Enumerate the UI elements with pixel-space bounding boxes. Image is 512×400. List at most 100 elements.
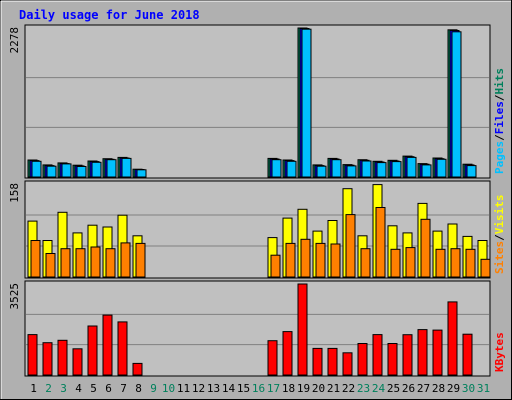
x-tick-label: 18 xyxy=(282,382,295,395)
bar-sites-day-26 xyxy=(405,247,416,278)
bar-sites-day-29 xyxy=(450,248,461,278)
bar-kbytes-day-3 xyxy=(57,339,68,376)
bar-kbytes-day-26 xyxy=(402,334,413,376)
legend-entry: Sites xyxy=(493,241,506,274)
x-tick-label: 6 xyxy=(105,382,112,395)
bar-kbytes-day-23 xyxy=(357,343,368,376)
bar-sites-day-6 xyxy=(105,248,116,278)
bar-pages-day-22 xyxy=(346,165,357,178)
bar-sites-day-30 xyxy=(465,248,476,278)
bar-sites-day-1 xyxy=(30,240,41,278)
x-tick-label: 2 xyxy=(45,382,52,395)
x-tick-label: 11 xyxy=(177,382,190,395)
x-tick-label: 23 xyxy=(357,382,370,395)
x-tick-label: 24 xyxy=(372,382,386,395)
bar-pages-day-30 xyxy=(466,165,477,178)
bar-kbytes-day-29 xyxy=(447,301,458,376)
bar-kbytes-day-18 xyxy=(282,331,293,376)
x-tick-label: 20 xyxy=(312,382,325,395)
x-axis-labels: 1 2 3 4 5 6 7 8 9 10 11 12 13 14 15 16 17 18 19 20 21 22 23 24 2… xyxy=(30,382,490,395)
x-tick-label: 10 xyxy=(162,382,175,395)
bar-sites-day-25 xyxy=(390,248,401,278)
bar-pages-day-4 xyxy=(76,166,87,178)
chart-title: Daily usage for June 2018 xyxy=(19,8,200,22)
x-tick-label: 16 xyxy=(252,382,265,395)
bar-pages-day-19 xyxy=(301,28,312,178)
bar-pages-day-7 xyxy=(121,157,132,178)
bar-kbytes-day-19 xyxy=(297,283,308,376)
bar-pages-day-1 xyxy=(31,160,42,178)
bar-pages-day-5 xyxy=(91,161,102,178)
chart-panels: 2278Pages/Files/Hits158Sites/Visits3525K… xyxy=(8,24,506,377)
bar-sites-day-17 xyxy=(270,254,281,278)
y-max-label: 3525 xyxy=(8,283,21,310)
bar-kbytes-day-7 xyxy=(117,321,128,376)
bar-sites-day-4 xyxy=(75,248,86,278)
bar-pages-day-6 xyxy=(106,159,117,178)
bar-kbytes-day-22 xyxy=(342,352,353,376)
x-tick-label: 27 xyxy=(417,382,430,395)
x-tick-label: 5 xyxy=(90,382,97,395)
bar-sites-day-2 xyxy=(45,253,56,278)
panel-middle: 158 Sites/Visits xyxy=(8,180,506,279)
bar-sites-day-24 xyxy=(375,207,386,278)
bar-pages-day-25 xyxy=(391,161,402,178)
bar-sites-day-19 xyxy=(300,238,311,278)
legend-entry: / xyxy=(493,94,506,101)
legend-middle: Sites/Visits xyxy=(493,195,506,275)
x-tick-label: 3 xyxy=(60,382,67,395)
bar-kbytes-day-30 xyxy=(462,333,473,376)
bar-kbytes-day-20 xyxy=(312,347,323,376)
y-max-label: 158 xyxy=(8,183,21,203)
bar-pages-day-24 xyxy=(376,162,387,178)
x-tick-label: 31 xyxy=(477,382,490,395)
x-tick-label: 9 xyxy=(150,382,157,395)
bar-sites-day-28 xyxy=(435,248,446,278)
bar-kbytes-day-24 xyxy=(372,334,383,376)
x-tick-label: 25 xyxy=(387,382,400,395)
x-tick-label: 28 xyxy=(432,382,445,395)
bar-kbytes-day-21 xyxy=(327,347,338,376)
bar-pages-day-18 xyxy=(286,160,297,178)
legend-entry: KBytes xyxy=(493,332,506,372)
x-tick-label: 1 xyxy=(30,382,37,395)
bar-sites-day-3 xyxy=(60,248,71,278)
bar-sites-day-5 xyxy=(90,246,101,278)
bar-pages-day-29 xyxy=(451,31,462,178)
bar-sites-day-27 xyxy=(420,218,431,278)
bar-kbytes-day-4 xyxy=(72,348,83,376)
legend-entry: Visits xyxy=(493,195,506,235)
bar-pages-day-27 xyxy=(421,164,432,178)
bar-kbytes-day-5 xyxy=(87,325,98,376)
bar-kbytes-day-1 xyxy=(27,334,38,376)
x-tick-label: 13 xyxy=(207,382,220,395)
panel-background xyxy=(24,24,491,179)
bar-kbytes-day-6 xyxy=(102,314,113,376)
x-tick-label: 22 xyxy=(342,382,355,395)
x-tick-label: 30 xyxy=(462,382,475,395)
bar-pages-day-17 xyxy=(271,159,282,178)
x-tick-label: 21 xyxy=(327,382,340,395)
x-tick-label: 4 xyxy=(75,382,82,395)
bar-kbytes-day-25 xyxy=(387,343,398,376)
x-tick-label: 8 xyxy=(135,382,142,395)
legend-entry: Files xyxy=(493,101,506,134)
bar-kbytes-day-2 xyxy=(42,342,53,376)
bar-sites-day-8 xyxy=(135,242,146,278)
bar-sites-day-31 xyxy=(480,258,491,278)
bar-pages-day-23 xyxy=(361,160,372,178)
x-tick-label: 17 xyxy=(267,382,280,395)
y-max-label: 2278 xyxy=(8,27,21,54)
bar-kbytes-day-28 xyxy=(432,329,443,376)
legend-entry: / xyxy=(493,234,506,241)
x-tick-label: 26 xyxy=(402,382,415,395)
bar-sites-day-18 xyxy=(285,242,296,278)
bar-kbytes-day-8 xyxy=(132,362,143,376)
bar-sites-day-22 xyxy=(345,214,356,278)
bar-pages-day-20 xyxy=(316,165,327,178)
bar-kbytes-day-17 xyxy=(267,340,278,376)
bar-pages-day-2 xyxy=(46,165,57,178)
bar-sites-day-20 xyxy=(315,242,326,278)
